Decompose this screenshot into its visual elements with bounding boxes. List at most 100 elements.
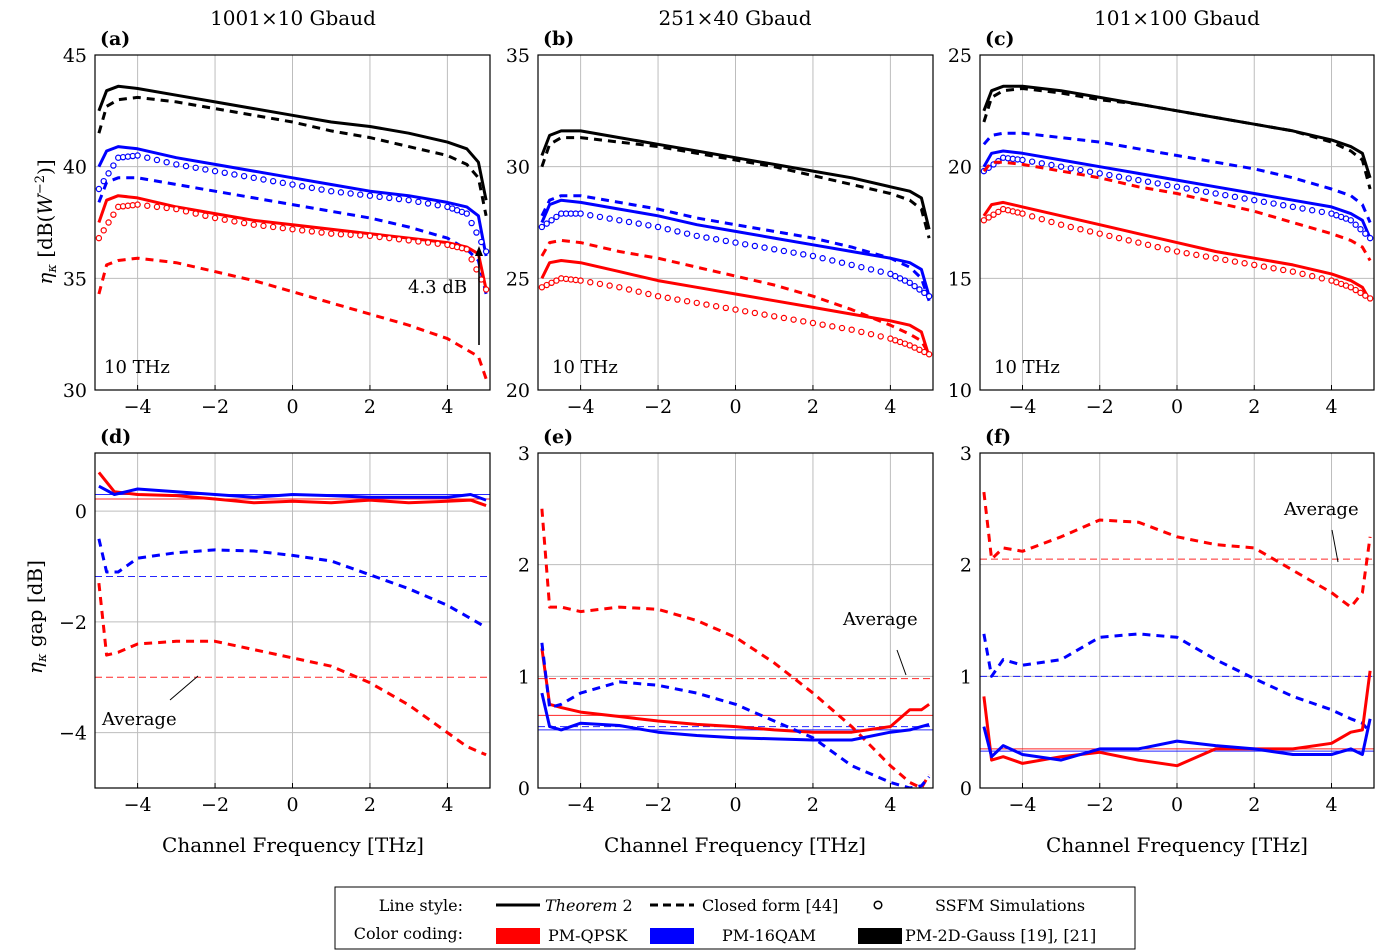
ssfm-point (424, 200, 432, 207)
ssfm-point (1048, 161, 1055, 169)
ssfm-point (1260, 198, 1268, 206)
ssfm-point (1366, 234, 1374, 242)
x-tick-label: −2 (644, 794, 672, 816)
series-line-qam16-solid (982, 149, 1372, 239)
y-tick-label: 2 (518, 555, 530, 577)
ssfm-point (1280, 266, 1287, 274)
y-tick-label: 3 (960, 443, 972, 465)
series-line-qam16-solid (540, 692, 930, 742)
ssfm-point (1164, 181, 1171, 189)
y-tick-label: 2 (960, 555, 972, 577)
ssfm-point (1270, 200, 1277, 207)
plot-panel-2: −4 −2 0 2 4 20 25 30 35 (506, 45, 934, 418)
legend-theorem: Theorem 2 (545, 896, 633, 915)
legend-theorem-italic: Theorem (545, 896, 617, 915)
plot-area (980, 84, 1374, 302)
series-line-qpsk-solid (982, 670, 1372, 768)
ssfm-point (664, 225, 671, 233)
x-tick-label: 0 (729, 396, 741, 418)
ssfm-point (144, 202, 151, 209)
ssfm-point (318, 229, 325, 236)
ssfm-point (800, 251, 807, 258)
ssfm-point (1357, 289, 1364, 297)
plot-area (980, 491, 1374, 768)
ssfm-point (712, 303, 720, 310)
ssfm-point (482, 248, 490, 255)
ssfm-point (434, 201, 441, 209)
ssfm-point (1222, 191, 1229, 199)
ssfm-point (1144, 241, 1152, 249)
ssfm-point (596, 280, 604, 288)
ssfm-point (990, 211, 997, 218)
ssfm-point (732, 239, 739, 246)
ssfm-point (771, 313, 778, 320)
ssfm-point (240, 219, 248, 227)
ssfm-point (1193, 251, 1200, 259)
panel-label-c: (c) (985, 28, 1015, 50)
ssfm-point (415, 238, 422, 245)
ssfm-point (1115, 234, 1123, 242)
series-line-qpsk-solid (540, 648, 930, 734)
ssfm-point (577, 277, 584, 284)
ssfm-point (221, 169, 228, 177)
ssfm-point (761, 244, 768, 251)
ssfm-point (1067, 223, 1074, 231)
ssfm-point (395, 236, 403, 243)
ssfm-point (921, 289, 928, 297)
legend-theorem-number: 2 (617, 896, 632, 915)
ssfm-point (916, 286, 923, 293)
x-tick-label: −2 (1086, 794, 1114, 816)
ssfm-point (1106, 232, 1113, 240)
axes-frame (979, 54, 1375, 391)
plot-area (538, 129, 933, 358)
ssfm-point (337, 189, 345, 196)
y-tick-label: 10 (948, 380, 972, 402)
ssfm-point (482, 286, 490, 293)
pointer-average-e (896, 649, 907, 676)
series-line-gauss-dashed (982, 87, 1372, 190)
ssfm-point (1086, 168, 1094, 175)
ssfm-point (1019, 210, 1026, 217)
ssfm-point (911, 282, 918, 290)
ssfm-point (1251, 196, 1258, 204)
ssfm-point (674, 228, 681, 235)
x-tick-label: 0 (1171, 794, 1183, 816)
ssfm-point (95, 185, 103, 193)
ssfm-point (1299, 270, 1306, 278)
ssfm-point (1231, 193, 1239, 201)
ssfm-point (1106, 171, 1113, 179)
ssfm-point (985, 214, 992, 221)
series-line-gauss-solid (97, 84, 488, 201)
ssfm-point (1125, 237, 1132, 244)
y-tick-label: 30 (63, 380, 87, 402)
x-tick-label: 0 (286, 396, 298, 418)
ssfm-point (867, 330, 875, 338)
ssfm-point (260, 222, 267, 230)
ssfm-point (192, 210, 199, 217)
ssfm-point (269, 177, 277, 185)
ssfm-point (703, 234, 710, 241)
ssfm-point (693, 299, 700, 307)
axes-frame (537, 452, 934, 789)
ssfm-point (1173, 248, 1181, 255)
ssfm-point (415, 198, 422, 206)
ssfm-point (182, 162, 190, 170)
x-tick-label: −4 (124, 794, 152, 816)
x-tick-label: 2 (1248, 794, 1260, 816)
x-tick-label: −4 (567, 794, 595, 816)
ssfm-point (1212, 190, 1219, 197)
ssfm-point (1352, 221, 1359, 228)
ssfm-point (386, 234, 393, 242)
ssfm-point (819, 321, 826, 328)
x-tick-label: −4 (1008, 794, 1036, 816)
ssfm-point (1154, 180, 1161, 187)
ssfm-point (328, 230, 335, 237)
ssfm-point (1318, 275, 1326, 282)
plot-panel-4: −4 −2 0 2 4 −4 −2 0 (59, 452, 491, 816)
ssfm-point (771, 246, 778, 253)
ssfm-point (163, 158, 170, 166)
ssfm-point (1038, 215, 1046, 223)
plot-area (538, 508, 933, 788)
x-tick-label: 2 (807, 396, 819, 418)
y-tick-label: 1 (960, 666, 972, 688)
